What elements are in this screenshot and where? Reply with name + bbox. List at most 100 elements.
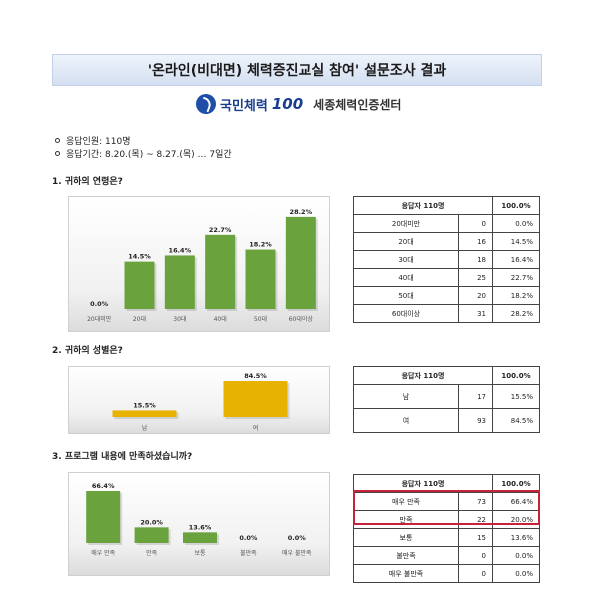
data-label: 66.4% — [92, 482, 115, 490]
table-row: 20대 16 14.5% — [353, 232, 540, 251]
data-label: 13.6% — [189, 523, 212, 531]
cell-pct: 0.0% — [492, 214, 540, 233]
table-header-label: 응답자 110명 — [353, 366, 493, 385]
satisfaction-table: 응답자 110명 100.0% 매우 만족 73 66.4% 만족 22 20.0% 보통 15 1… — [353, 474, 540, 583]
table-row: 남 17 15.5% — [353, 384, 540, 409]
data-label: 0.0% — [239, 534, 258, 542]
data-label: 14.5% — [128, 253, 151, 261]
bar — [124, 261, 155, 309]
logo: 국민체력 100 세종체력인증센터 — [196, 92, 401, 116]
category-label: 20대 — [133, 315, 146, 323]
data-label: 16.4% — [169, 246, 192, 254]
runner-logo-icon — [196, 94, 216, 114]
cell-pct: 28.2% — [492, 304, 540, 323]
cell-count: 0 — [458, 214, 493, 233]
cell-count: 17 — [458, 384, 493, 409]
gender-bar-chart: 15.5% 남 84.5% 여 — [112, 372, 290, 432]
cell-label: 50대 — [353, 286, 459, 305]
cell-label: 20대미만 — [353, 214, 459, 233]
cell-label: 매우 만족 — [353, 492, 459, 511]
gender-table: 응답자 110명 100.0% 남 17 15.5% 여 93 84.5% — [353, 366, 540, 433]
report-title: '온라인(비대면) 체력증진교실 참여' 설문조사 결과 — [52, 54, 542, 86]
category-label: 50대 — [254, 315, 267, 323]
bar — [245, 249, 276, 309]
category-label: 보통 — [194, 550, 206, 557]
table-row: 20대미만 0 0.0% — [353, 214, 540, 233]
category-label: 매우 만족 — [91, 549, 115, 557]
satisfaction-chart-panel: 66.4% 매우 만족 20.0% 만족 13.6% 보통 0.0% 불만족 0.0% 매우 불만… — [68, 472, 330, 576]
data-label: 0.0% — [90, 300, 109, 308]
category-label: 여 — [253, 424, 259, 432]
cell-label: 60대이상 — [353, 304, 459, 323]
cell-label: 여 — [353, 408, 459, 433]
cell-pct: 22.7% — [492, 268, 540, 287]
data-label: 22.7% — [209, 226, 232, 234]
cell-count: 25 — [458, 268, 493, 287]
cell-pct: 15.5% — [492, 384, 540, 409]
table-row: 보통 15 13.6% — [353, 528, 540, 547]
table-header-label: 응답자 110명 — [353, 196, 493, 215]
question-3-title: 3. 프로그램 내용에 만족하셨습니까? — [52, 452, 193, 462]
table-header-row: 응답자 110명 100.0% — [353, 196, 540, 215]
table-row: 50대 20 18.2% — [353, 286, 540, 305]
data-label: 28.2% — [290, 208, 313, 216]
data-label: 20.0% — [140, 518, 163, 526]
cell-count: 0 — [458, 564, 493, 583]
table-row: 여 93 84.5% — [353, 408, 540, 433]
category-label: 30대 — [173, 315, 186, 323]
logo-brand: 국민체력 — [220, 98, 268, 114]
cell-label: 남 — [353, 384, 459, 409]
category-label: 20대미만 — [87, 315, 112, 323]
cell-label: 보통 — [353, 528, 459, 547]
cell-pct: 20.0% — [492, 510, 540, 529]
age-bar-chart: 0.0% 20대미만 14.5% 20대 16.4% 30대 22.7% 40대 18.2% 50… — [87, 208, 318, 323]
category-label: 만족 — [146, 549, 158, 557]
bar — [134, 527, 169, 543]
gender-chart-panel: 15.5% 남 84.5% 여 — [68, 366, 330, 434]
cell-label: 20대 — [353, 232, 459, 251]
cell-pct: 16.4% — [492, 250, 540, 269]
cell-label: 불만족 — [353, 546, 459, 565]
table-header-label: 응답자 110명 — [353, 474, 493, 493]
cell-label: 매우 불만족 — [353, 564, 459, 583]
question-1-title: 1. 귀하의 연령은? — [52, 177, 123, 187]
cell-count: 16 — [458, 232, 493, 251]
cell-pct: 84.5% — [492, 408, 540, 433]
table-row: 불만족 0 0.0% — [353, 546, 540, 565]
data-label: 0.0% — [288, 534, 307, 542]
cell-pct: 0.0% — [492, 564, 540, 583]
cell-pct: 13.6% — [492, 528, 540, 547]
table-row: 60대이상 31 28.2% — [353, 304, 540, 323]
age-table: 응답자 110명 100.0% 20대미만 0 0.0% 20대 16 14.5% 30대 18 1… — [353, 196, 540, 323]
cell-pct: 14.5% — [492, 232, 540, 251]
category-label: 40대 — [214, 315, 227, 323]
bullet-icon — [55, 151, 60, 156]
cell-pct: 0.0% — [492, 546, 540, 565]
cell-count: 22 — [458, 510, 493, 529]
info-respondents: 응답인원: 110명 — [55, 134, 130, 147]
satisfaction-bar-chart: 66.4% 매우 만족 20.0% 만족 13.6% 보통 0.0% 불만족 0.0% 매우 불만… — [86, 482, 312, 557]
table-row: 40대 25 22.7% — [353, 268, 540, 287]
bar — [164, 255, 195, 309]
bar — [112, 410, 177, 417]
category-label: 불만족 — [240, 549, 257, 557]
bullet-icon — [55, 138, 60, 143]
cell-count: 20 — [458, 286, 493, 305]
logo-center-name: 세종체력인증센터 — [313, 97, 402, 112]
cell-pct: 66.4% — [492, 492, 540, 511]
data-label: 15.5% — [133, 401, 156, 409]
table-row: 매우 불만족 0 0.0% — [353, 564, 540, 583]
table-row: 매우 만족 73 66.4% — [353, 492, 540, 511]
data-label: 84.5% — [244, 372, 267, 380]
table-header-pct: 100.0% — [492, 366, 540, 385]
data-label: 18.2% — [249, 241, 272, 249]
logo-number: 100 — [271, 95, 304, 113]
cell-count: 31 — [458, 304, 493, 323]
cell-label: 만족 — [353, 510, 459, 529]
table-row: 30대 18 16.4% — [353, 250, 540, 269]
age-chart-panel: 0.0% 20대미만 14.5% 20대 16.4% 30대 22.7% 40대 18.2% 50… — [68, 196, 330, 332]
cell-count: 0 — [458, 546, 493, 565]
respondents-text: 응답인원: 110명 — [66, 137, 131, 147]
question-2-title: 2. 귀하의 성별은? — [52, 346, 123, 356]
cell-count: 18 — [458, 250, 493, 269]
